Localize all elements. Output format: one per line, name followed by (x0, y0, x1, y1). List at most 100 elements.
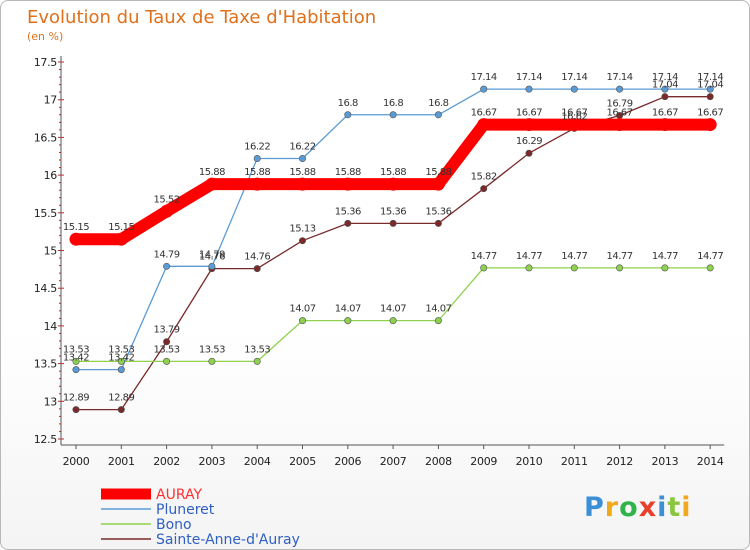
logo-letter: i (657, 492, 668, 523)
data-label: 13.53 (199, 344, 225, 355)
y-tick-label: 14 (44, 320, 58, 333)
data-label: 16.8 (383, 98, 403, 109)
legend-label: Sainte-Anne-d'Auray (156, 532, 300, 548)
data-label: 13.42 (108, 353, 134, 364)
data-point (163, 262, 171, 270)
x-tick-label: 2005 (289, 455, 316, 468)
data-label: 14.79 (154, 249, 180, 260)
data-label: 15.13 (289, 224, 315, 235)
data-point (434, 111, 442, 119)
data-point (296, 177, 309, 191)
legend-label: Bono (156, 517, 192, 533)
data-point (570, 264, 578, 272)
data-point (480, 264, 488, 272)
data-label: 15.15 (63, 222, 89, 233)
data-label: 13.53 (154, 344, 180, 355)
data-label: 16.67 (561, 108, 587, 119)
data-label: 15.88 (244, 167, 270, 178)
x-tick-label: 2006 (334, 455, 361, 468)
axes: 12.5 13 13.5 14 14.5 15 15.5 16 16.5 17 17.5 2000 20… (34, 56, 725, 468)
data-point (117, 366, 125, 374)
x-tick-label: 2002 (153, 455, 180, 468)
data-point (117, 406, 125, 414)
data-label: 17.14 (561, 72, 587, 83)
data-label: 17.14 (607, 72, 633, 83)
data-point (344, 111, 352, 119)
data-point (298, 237, 306, 245)
data-label: 16.67 (697, 108, 723, 119)
data-point (706, 93, 714, 101)
data-label: 16.67 (516, 108, 542, 119)
x-tick-label: 2014 (697, 455, 724, 468)
data-point (341, 177, 355, 191)
data-label: 14.07 (425, 304, 451, 315)
data-label: 17.14 (516, 72, 542, 83)
data-point (163, 357, 171, 365)
y-tick-label: 13.5 (34, 358, 58, 371)
legend-label: AURAY (156, 487, 202, 503)
data-label: 14.77 (471, 251, 497, 262)
x-tick-label: 2013 (652, 455, 679, 468)
data-point (613, 118, 627, 132)
data-point (661, 93, 669, 101)
data-point (205, 177, 219, 191)
data-label: 15.88 (199, 167, 225, 178)
data-label: 13.53 (244, 344, 270, 355)
y-tick-label: 15.5 (34, 207, 58, 220)
data-label: 16.67 (607, 108, 633, 119)
data-label: 15.36 (425, 206, 451, 217)
data-label: 15.88 (335, 167, 361, 178)
data-label: 14.79 (199, 249, 225, 260)
x-tick-label: 2007 (380, 455, 407, 468)
data-point (434, 317, 442, 325)
data-label: 15.88 (380, 167, 406, 178)
data-label: 15.52 (154, 194, 180, 205)
data-point (389, 219, 397, 227)
data-point (434, 219, 442, 227)
data-label: 16.67 (471, 108, 497, 119)
data-point (525, 264, 533, 272)
data-point (253, 155, 261, 163)
data-point (477, 118, 491, 132)
data-point (117, 357, 125, 365)
data-point (389, 111, 397, 119)
series-points (69, 85, 717, 414)
data-point (114, 232, 128, 246)
data-label: 17.14 (652, 72, 678, 83)
legend-label: Pluneret (156, 502, 215, 518)
data-label: 12.89 (108, 393, 134, 404)
data-label: 16.29 (516, 136, 542, 147)
data-label: 16.67 (652, 108, 678, 119)
logo-letter: x (638, 492, 658, 523)
data-label: 13.42 (63, 353, 89, 364)
x-tick-label: 2008 (425, 455, 452, 468)
proxiti-logo: Proxiti (584, 492, 692, 523)
y-tick-label: 17 (44, 94, 58, 107)
data-label: 17.04 (697, 80, 723, 91)
data-point (72, 366, 80, 374)
data-label: 14.76 (199, 252, 225, 263)
data-label: 14.77 (516, 251, 542, 262)
data-point (525, 149, 533, 157)
data-point (525, 85, 533, 93)
data-label: 17.14 (697, 72, 723, 83)
data-point (298, 155, 306, 163)
data-label: 16.8 (338, 98, 358, 109)
data-point (69, 232, 83, 246)
data-label: 14.07 (380, 304, 406, 315)
data-point (163, 338, 171, 346)
data-point (344, 317, 352, 325)
data-label: 13.79 (154, 325, 180, 336)
data-point (480, 185, 488, 193)
logo-letter: i (681, 492, 692, 523)
data-point (208, 357, 216, 365)
data-label: 13.53 (63, 344, 89, 355)
data-point (480, 85, 488, 93)
y-tick-label: 16.5 (34, 131, 58, 144)
data-point (567, 118, 581, 132)
data-label: 13.53 (108, 344, 134, 355)
logo-letter: t (667, 492, 682, 523)
data-point (250, 177, 264, 191)
data-point (298, 317, 306, 325)
